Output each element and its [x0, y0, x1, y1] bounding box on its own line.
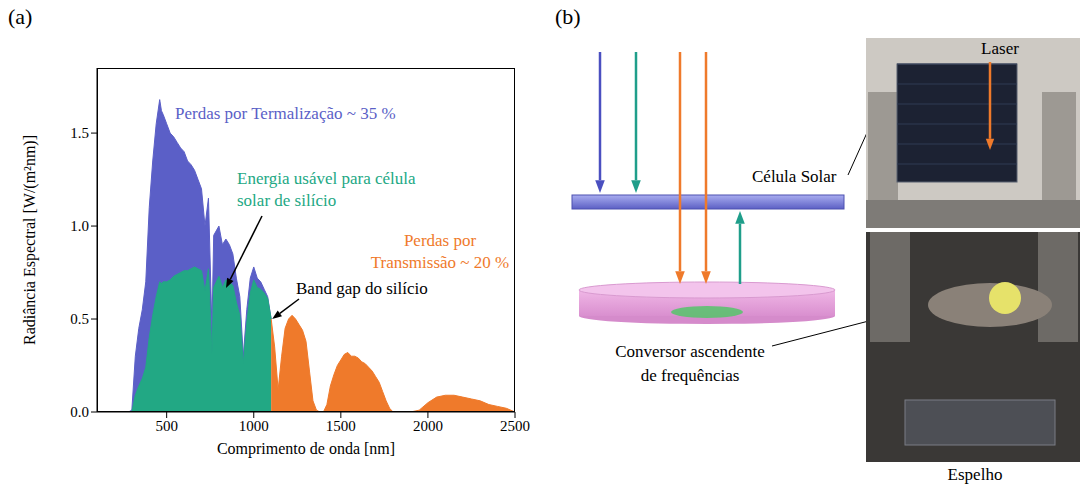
svg-text:0.5: 0.5: [70, 311, 89, 327]
svg-text:0.0: 0.0: [70, 404, 89, 420]
html-text:Band gap do silício: Band gap do silício: [296, 279, 428, 298]
html-text:Perdas por Transmissão ~ 20 %: Perdas por Transmissão ~ 20 %: [370, 231, 510, 272]
svg-text:500: 500: [155, 418, 178, 434]
svg-text:Espelho: Espelho: [948, 465, 1003, 484]
html-text:Comprimento de onda [nm]: Comprimento de onda [nm]: [216, 440, 396, 457]
html-text:Perdas por Termalização ~ 35 %: Perdas por Termalização ~ 35 %: [175, 104, 396, 123]
svg-text:1500: 1500: [326, 418, 356, 434]
html-text:Energia usável para célula sol: Energia usável para célula solar de silí…: [237, 169, 416, 210]
svg-text:Célula Solar: Célula Solar: [752, 167, 837, 186]
svg-text:1.0: 1.0: [70, 218, 89, 234]
svg-text:Laser: Laser: [981, 39, 1019, 58]
svg-text:(b): (b): [555, 4, 581, 29]
svg-text:2500: 2500: [500, 418, 530, 434]
html-text:Conversor ascendente de frequê: Conversor ascendente de frequências: [615, 342, 765, 385]
svg-text:1.5: 1.5: [70, 125, 89, 141]
svg-text:2000: 2000: [413, 418, 443, 434]
svg-text:1000: 1000: [239, 418, 269, 434]
html-text:Radiância Espectral [W/(m²nm)]: Radiância Espectral [W/(m²nm)]: [21, 135, 38, 345]
html-text:(a): (a): [8, 4, 33, 29]
